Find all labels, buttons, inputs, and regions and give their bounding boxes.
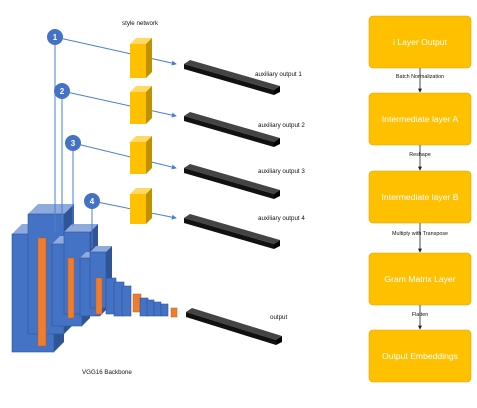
- final-output-label: output: [270, 314, 287, 321]
- pipeline-box-label: i Layer Output: [393, 37, 448, 47]
- tap-number-circle: [84, 193, 100, 209]
- pipeline-box-label: Intermediate layer A: [382, 114, 459, 124]
- pipeline-edge-label: Reshape: [409, 152, 431, 158]
- pipeline-box: i Layer Output: [368, 15, 472, 69]
- pipeline-box: Gram Matrix Layer: [368, 252, 472, 306]
- aux-output-label: auxiliary output 3: [258, 168, 305, 175]
- style-cube: [130, 188, 152, 224]
- tap-4: 4 auxiliary output 4: [84, 188, 305, 249]
- backbone-block: [132, 293, 178, 318]
- tap-1: 1 style network auxiliary output 1: [47, 20, 302, 232]
- final-output-bar: [186, 308, 282, 345]
- tap-number: 1: [53, 33, 58, 42]
- tap-number-circle: [54, 83, 70, 99]
- style-cube: [130, 136, 152, 174]
- backbone-block: [105, 277, 132, 317]
- pipeline-edge-label: Batch Normalization: [396, 74, 444, 80]
- aux-output-label: auxiliary output 4: [258, 215, 305, 222]
- pipeline-box-label: Gram Matrix Layer: [384, 274, 455, 284]
- aux-output-bar: [184, 214, 280, 249]
- pipeline-edge-label: Multiply with Transpose: [392, 231, 448, 237]
- pipeline-box: Intermediate layer A: [368, 92, 472, 146]
- pipeline-edge-label: Flatten: [412, 312, 428, 318]
- backbone-block-pool: [37, 237, 47, 347]
- aux-output-label: auxiliary output 2: [258, 122, 305, 129]
- style-network-label: style network: [122, 20, 159, 27]
- aux-output-bar: [184, 164, 280, 199]
- tap-number: 2: [60, 87, 65, 96]
- tap-2: 2 auxiliary output 2: [54, 83, 305, 224]
- tap-number-circle: [65, 135, 81, 151]
- style-cube: [130, 38, 152, 78]
- aux-output-label: auxiliary output 1: [255, 71, 302, 78]
- backbone-block-pool: [67, 257, 75, 319]
- aux-output-bar: [184, 112, 280, 147]
- pipeline-box: Intermediate layer B: [368, 170, 472, 224]
- tap-number: 3: [71, 139, 76, 148]
- style-cube: [130, 86, 152, 124]
- pipeline-box-label: Output Embeddings: [382, 351, 458, 361]
- tap-3: 3 auxiliary output 3: [65, 135, 305, 226]
- pipeline-box-label: Intermediate layer B: [382, 192, 459, 202]
- pipeline-box: Output Embeddings: [368, 329, 472, 383]
- tap-number: 4: [90, 197, 95, 206]
- backbone-block-pool: [95, 277, 103, 315]
- vgg16-backbone: VGG16 Backbone: [11, 204, 178, 376]
- gram-pipeline: i Layer Output Batch Normalization Inter…: [368, 15, 472, 383]
- aux-output-bar: [184, 60, 280, 95]
- backbone-label: VGG16 Backbone: [82, 369, 132, 376]
- tap-number-circle: [47, 29, 63, 45]
- final-output: output: [186, 308, 287, 345]
